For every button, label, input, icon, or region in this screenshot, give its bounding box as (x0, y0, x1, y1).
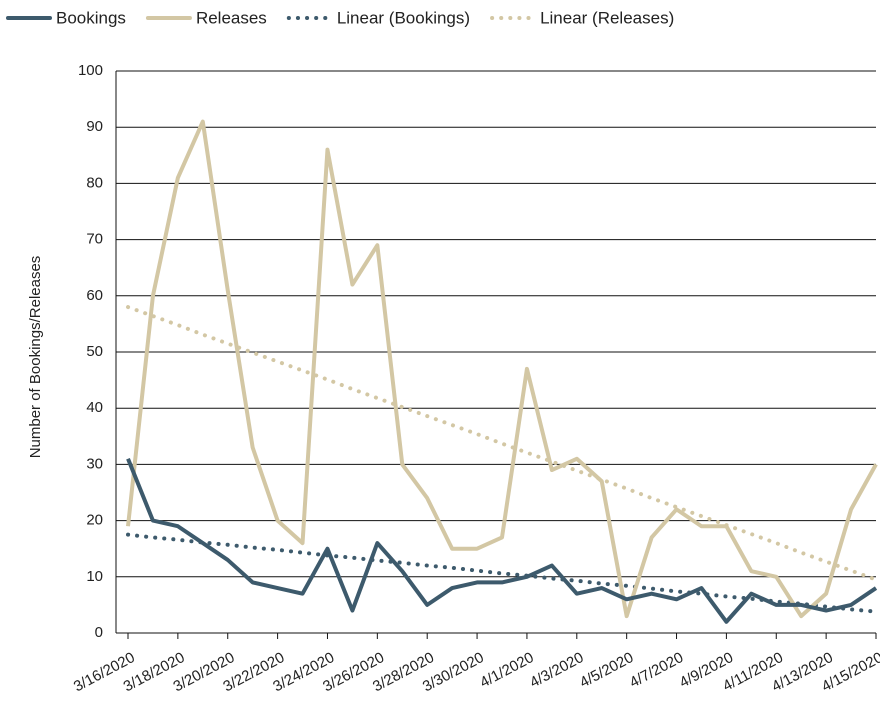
legend-label: Releases (196, 8, 267, 27)
y-tick-label: 90 (86, 118, 103, 135)
x-tick-label: 4/7/2020 (627, 649, 687, 691)
y-tick-label: 10 (86, 568, 103, 585)
y-tick-label: 0 (95, 624, 103, 641)
y-axis-label: Number of Bookings/Releases (27, 256, 44, 459)
y-tick-label: 100 (78, 62, 103, 79)
legend-label: Bookings (56, 8, 126, 27)
x-tick-label: 4/1/2020 (477, 649, 537, 691)
y-tick-label: 40 (86, 399, 103, 416)
trend-line (126, 532, 878, 614)
legend-label: Linear (Bookings) (337, 8, 470, 27)
y-tick-label: 50 (86, 343, 103, 360)
y-tick-label: 70 (86, 231, 103, 248)
x-tick-label: 4/5/2020 (577, 649, 637, 691)
x-tick-label: 4/3/2020 (527, 649, 587, 691)
y-tick-label: 20 (86, 512, 103, 529)
series-line (126, 458, 878, 624)
legend-label: Linear (Releases) (540, 8, 674, 27)
y-tick-label: 60 (86, 287, 103, 304)
series-line (126, 119, 878, 619)
y-tick-label: 80 (86, 174, 103, 191)
y-tick-label: 30 (86, 455, 103, 472)
trend-line (126, 305, 878, 582)
